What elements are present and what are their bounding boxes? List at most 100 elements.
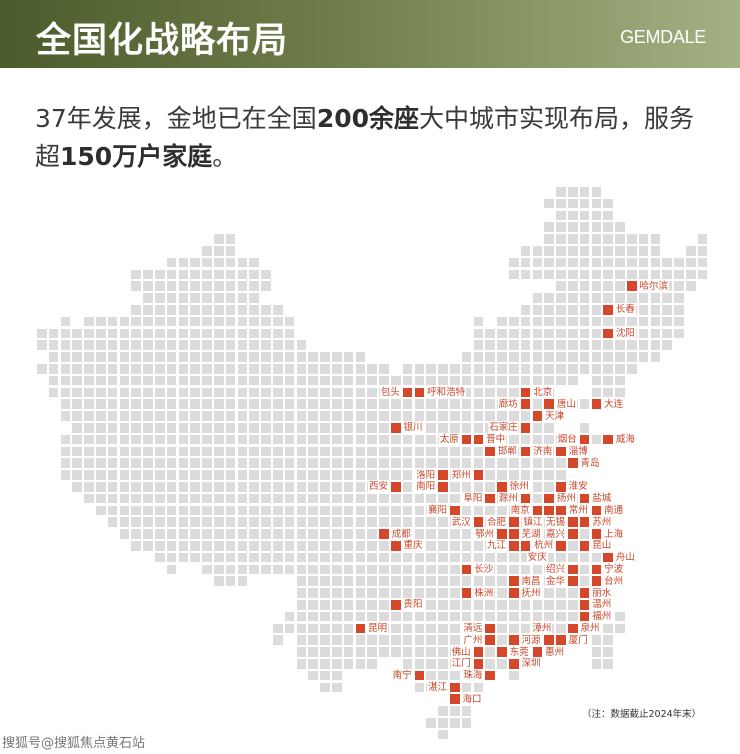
land-cell [485,328,495,339]
land-cell [532,305,543,315]
land-cell [155,411,165,421]
land-cell [450,529,460,539]
land-cell [320,670,330,681]
city-label: 南京 [509,504,531,516]
city-marker [603,552,613,563]
land-cell [96,470,106,480]
land-cell [414,576,425,586]
land-cell [214,505,224,516]
intro-highlight-cities: 200余座 [316,104,419,133]
land-cell [556,187,566,197]
land-cell [473,352,484,362]
land-cell [426,423,436,433]
land-cell [273,482,283,492]
land-cell [273,458,283,468]
land-cell [461,576,472,586]
land-cell [284,458,295,468]
land-cell [379,493,389,504]
city-label: 海口 [461,693,483,705]
land-cell [155,541,165,551]
land-cell [461,718,472,728]
land-cell [320,682,330,693]
land-cell [119,517,130,527]
land-cell [579,423,590,433]
watermark: 搜狐号@搜狐焦点黄石站 [2,736,146,751]
land-cell [379,611,389,622]
land-cell [237,505,248,516]
land-cell [284,399,295,409]
land-cell [107,411,118,421]
land-cell [37,340,47,350]
land-cell [520,316,531,327]
land-cell [155,293,165,303]
city-marker [544,505,554,516]
land-cell [568,187,578,197]
land-cell [107,328,118,339]
land-cell [497,623,507,634]
land-cell [544,611,554,622]
land-cell [225,423,236,433]
land-cell [320,411,330,421]
land-cell [355,352,366,362]
land-cell [178,552,189,563]
land-cell [84,352,94,362]
land-cell [603,222,613,232]
land-cell [532,600,543,610]
land-cell [568,246,578,256]
land-cell [107,493,118,504]
land-cell [249,387,259,398]
city-label: 晋中 [485,434,507,446]
land-cell [509,623,519,634]
land-cell [202,281,212,291]
land-cell [261,541,271,551]
city-label: 福州 [591,611,613,623]
land-cell [202,387,212,398]
land-cell [237,269,248,280]
land-cell [166,541,177,551]
land-cell [237,293,248,303]
city-label: 呼和浩特 [426,386,467,398]
land-cell [438,611,448,622]
city-label: 鄂州 [474,528,496,540]
land-cell [426,517,436,527]
land-cell [131,375,141,386]
city-label: 滁州 [497,493,519,505]
land-cell [131,387,141,398]
land-cell [402,364,413,374]
land-cell [485,458,495,468]
land-cell [509,269,519,280]
land-cell [60,328,71,339]
land-cell [579,234,590,244]
land-cell [214,482,224,492]
land-cell [544,246,554,256]
land-cell [190,482,200,492]
land-cell [107,423,118,433]
land-cell [178,328,189,339]
city-marker [402,387,413,398]
land-cell [355,458,366,468]
land-cell [450,552,460,563]
land-cell [96,328,106,339]
land-cell [284,564,295,575]
land-cell [391,647,401,657]
land-cell [261,423,271,433]
land-cell [178,257,189,268]
land-cell [603,623,613,634]
city-label: 佛山 [450,646,472,658]
land-cell [568,305,578,315]
land-cell [391,611,401,622]
land-cell [308,364,318,374]
land-cell [532,352,543,362]
land-cell [343,647,354,657]
land-cell [367,564,377,575]
city-label: 石家庄 [488,422,519,434]
land-cell [155,375,165,386]
land-cell [379,470,389,480]
land-cell [367,423,377,433]
land-cell [497,364,507,374]
land-cell [638,269,649,280]
land-cell [402,399,413,409]
land-cell [438,659,448,669]
land-cell [261,564,271,575]
land-cell [273,529,283,539]
